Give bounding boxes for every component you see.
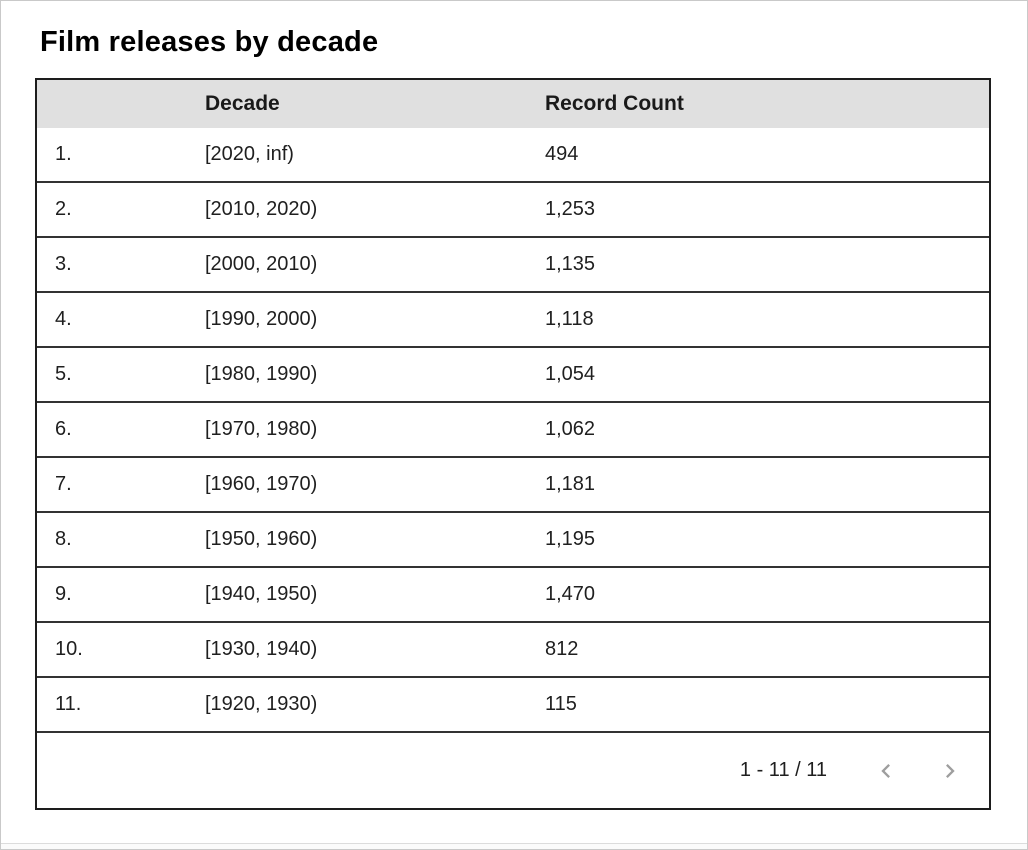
table-row: 3. [2000, 2010) 1,135 — [37, 236, 989, 291]
header-decade[interactable]: Decade — [205, 92, 280, 115]
row-index: 4. — [55, 308, 72, 330]
decade-cell: [1950, 1960) — [205, 528, 318, 550]
header-record-count[interactable]: Record Count — [545, 92, 684, 115]
table-row: 10. [1930, 1940) 812 — [37, 621, 989, 676]
decade-cell: [2000, 2010) — [205, 253, 318, 275]
pagination-range-label: 1 - 11 / 11 — [739, 759, 827, 781]
row-index: 9. — [55, 583, 72, 605]
row-index: 8. — [55, 528, 72, 550]
row-index: 3. — [55, 253, 72, 275]
table-row: 7. [1960, 1970) 1,181 — [37, 456, 989, 511]
table-row: 9. [1940, 1950) 1,470 — [37, 566, 989, 621]
count-cell: 1,062 — [545, 418, 596, 440]
decade-cell: [1920, 1930) — [205, 693, 318, 715]
table-widget: Decade Record Count 1. [2020, inf) 494 2… — [35, 78, 991, 810]
chevron-left-icon — [872, 757, 900, 785]
canvas-bottom-edge — [1, 843, 1027, 850]
table-row: 11. [1920, 1930) 115 — [37, 676, 989, 731]
table-row: 6. [1970, 1980) 1,062 — [37, 401, 989, 456]
row-index: 5. — [55, 363, 72, 385]
count-cell: 1,118 — [545, 308, 594, 330]
count-cell: 1,181 — [545, 473, 596, 495]
decade-cell: [1940, 1950) — [205, 583, 318, 605]
count-cell: 1,195 — [545, 528, 596, 550]
table-body: 1. [2020, inf) 494 2. [2010, 2020) 1,253… — [37, 128, 989, 731]
decade-cell: [1930, 1940) — [205, 638, 318, 660]
table-footer: 1 - 11 / 11 — [37, 731, 989, 808]
row-index: 1. — [55, 143, 72, 165]
page-title: Film releases by decade — [40, 26, 379, 58]
row-index: 6. — [55, 418, 72, 440]
decade-cell: [2020, inf) — [205, 143, 294, 165]
row-index: 7. — [55, 473, 72, 495]
count-cell: 1,135 — [545, 253, 596, 275]
decade-cell: [2010, 2020) — [205, 198, 318, 220]
pagination-next-button[interactable] — [935, 756, 965, 786]
table-row: 5. [1980, 1990) 1,054 — [37, 346, 989, 401]
count-cell: 115 — [545, 693, 577, 715]
decade-cell: [1990, 2000) — [205, 308, 318, 330]
count-cell: 812 — [545, 638, 579, 660]
chevron-right-icon — [936, 757, 964, 785]
decade-cell: [1980, 1990) — [205, 363, 318, 385]
table-row: 8. [1950, 1960) 1,195 — [37, 511, 989, 566]
pagination-prev-button[interactable] — [871, 756, 901, 786]
table-row: 4. [1990, 2000) 1,118 — [37, 291, 989, 346]
count-cell: 1,054 — [545, 363, 596, 385]
count-cell: 1,470 — [545, 583, 596, 605]
table-header-row: Decade Record Count — [37, 80, 989, 128]
table-row: 1. [2020, inf) 494 — [37, 128, 989, 181]
row-index: 10. — [55, 638, 83, 660]
decade-cell: [1970, 1980) — [205, 418, 318, 440]
count-cell: 494 — [545, 143, 579, 165]
table-row: 2. [2010, 2020) 1,253 — [37, 181, 989, 236]
row-index: 11. — [55, 693, 82, 715]
decade-cell: [1960, 1970) — [205, 473, 318, 495]
row-index: 2. — [55, 198, 72, 220]
count-cell: 1,253 — [545, 198, 596, 220]
